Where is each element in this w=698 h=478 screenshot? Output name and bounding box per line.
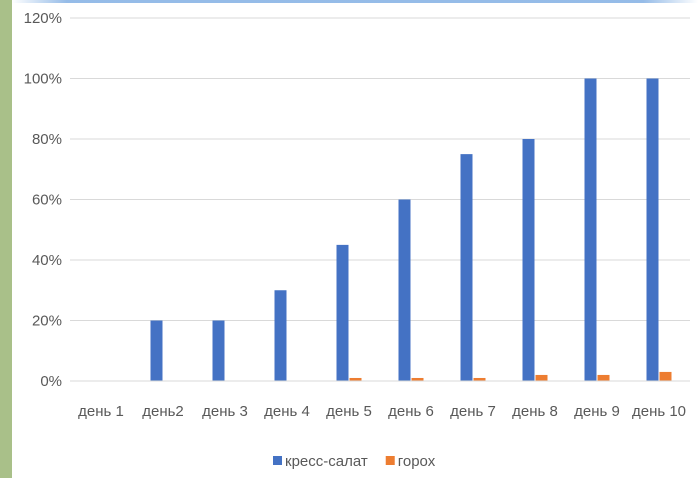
bar-goroh [659, 371, 672, 381]
x-category-label: день 7 [450, 403, 496, 420]
x-category-label: день2 [142, 403, 184, 420]
bar-kress-salat [584, 78, 597, 381]
bar-kress-salat [150, 320, 163, 381]
bar-kress-salat [212, 320, 225, 381]
legend: кресс-салат горох [273, 453, 436, 470]
x-category-label: день 6 [388, 403, 434, 420]
bar-goroh [411, 377, 424, 381]
bar-goroh [473, 377, 486, 381]
bar-goroh [349, 377, 362, 381]
legend-swatch [385, 456, 395, 465]
slide-left-border [0, 0, 12, 478]
top-edge-strip [12, 0, 698, 3]
y-tick-label: 120% [24, 10, 62, 27]
bars [150, 78, 672, 381]
y-tick-label: 100% [24, 71, 62, 88]
gridlines [70, 17, 690, 321]
bar-kress-salat [336, 244, 349, 381]
bar-goroh [535, 374, 548, 381]
bar-kress-salat [460, 154, 473, 381]
x-category-label: день 8 [512, 403, 558, 420]
y-axis: 0% 20% 40% 60% 80% 100% 120% [24, 10, 62, 390]
legend-label: кресс-салат [285, 453, 368, 470]
bar-kress-salat [398, 199, 411, 381]
x-axis: день 1 день2 день 3 день 4 день 5 день 6 день … [70, 380, 690, 420]
legend-label: горох [398, 453, 436, 470]
x-category-label: день 3 [202, 403, 248, 420]
y-tick-label: 20% [32, 313, 62, 330]
x-category-label: день 10 [632, 403, 686, 420]
y-tick-label: 40% [32, 252, 62, 269]
bar-kress-salat [646, 78, 659, 381]
y-tick-label: 80% [32, 131, 62, 148]
bar-kress-salat [274, 290, 287, 381]
y-tick-label: 0% [40, 373, 62, 390]
x-category-label: день 5 [326, 403, 372, 420]
legend-swatch [273, 456, 282, 465]
y-tick-label: 60% [32, 192, 62, 209]
x-category-label: день 4 [264, 403, 310, 420]
x-category-label: день 1 [78, 403, 124, 420]
bar-kress-salat [522, 139, 535, 381]
x-category-label: день 9 [574, 403, 620, 420]
bar-goroh [597, 374, 610, 381]
